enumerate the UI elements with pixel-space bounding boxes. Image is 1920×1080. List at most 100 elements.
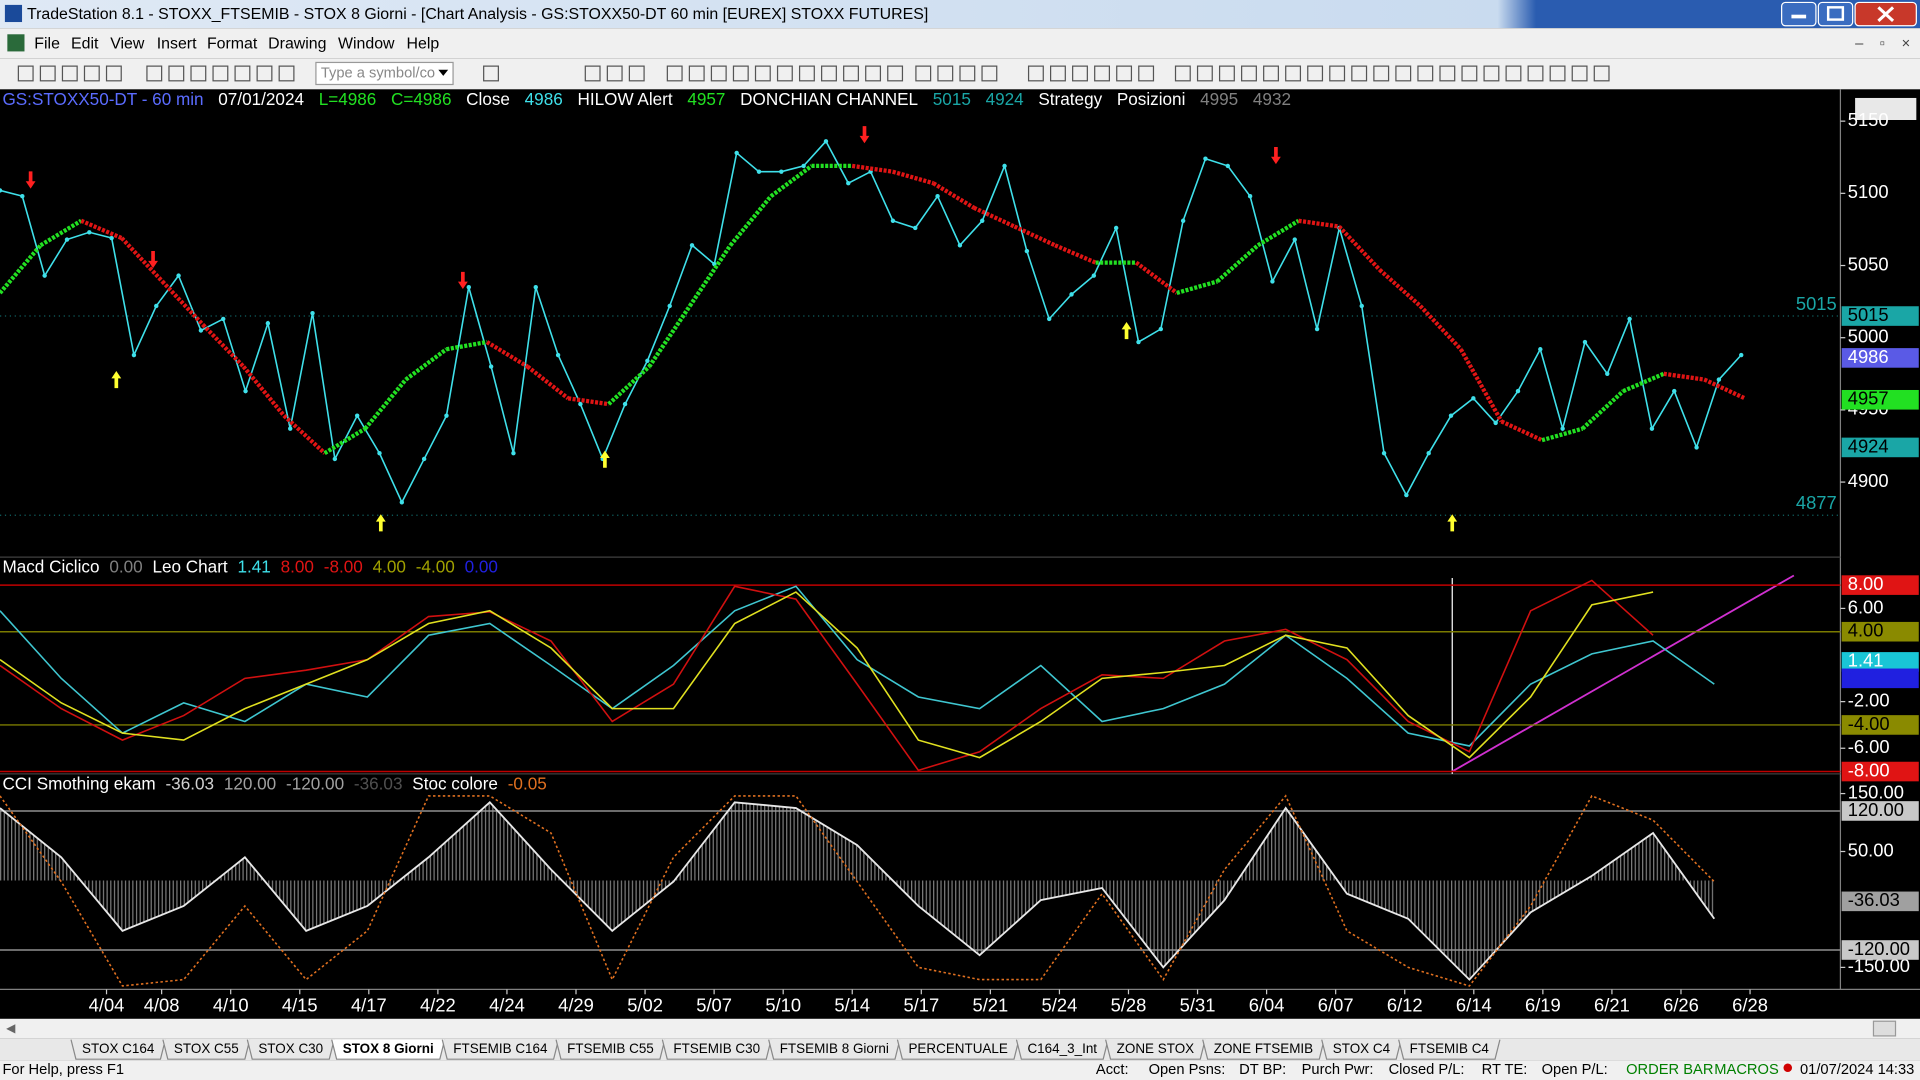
price-dot	[1694, 445, 1699, 450]
tool-icon[interactable]	[1285, 65, 1302, 82]
tool-icon[interactable]	[83, 65, 100, 82]
tab[interactable]	[1398, 1039, 1501, 1060]
mdi-restore[interactable]: ▫	[1880, 36, 1885, 52]
menu-item[interactable]: Insert	[157, 35, 197, 52]
tool-icon[interactable]	[754, 65, 771, 82]
tab[interactable]	[555, 1039, 666, 1060]
tool-icon[interactable]	[710, 65, 727, 82]
tool-icon[interactable]	[1593, 65, 1610, 82]
tool-icon[interactable]	[981, 65, 998, 82]
symbol-dropdown[interactable]	[438, 69, 449, 76]
tool-icon[interactable]	[39, 65, 56, 82]
tool-icon[interactable]	[1483, 65, 1500, 82]
tab[interactable]	[246, 1039, 335, 1060]
tool-icon[interactable]	[1417, 65, 1434, 82]
tool-icon[interactable]	[146, 65, 163, 82]
average-segment	[526, 364, 570, 401]
tab[interactable]	[896, 1039, 1020, 1060]
average-segment	[39, 218, 83, 248]
tool-icon[interactable]	[1027, 65, 1044, 82]
tool-icon[interactable]	[1395, 65, 1412, 82]
menu-item[interactable]: File	[34, 35, 60, 52]
tool-icon[interactable]	[212, 65, 229, 82]
tool-icon[interactable]	[1505, 65, 1522, 82]
average-segment	[728, 194, 773, 247]
tab[interactable]	[768, 1039, 901, 1060]
tool-icon[interactable]	[1241, 65, 1257, 82]
buy-arrow	[600, 450, 610, 468]
mdi-minimize[interactable]: –	[1855, 36, 1864, 52]
tool-icon[interactable]	[887, 65, 904, 82]
tool-icon[interactable]	[105, 65, 122, 82]
tool-icon[interactable]	[584, 65, 601, 82]
tool-icon[interactable]	[278, 65, 295, 82]
tool-icon[interactable]	[61, 65, 78, 82]
tool-icon[interactable]	[1549, 65, 1566, 82]
tool-icon[interactable]	[732, 65, 749, 82]
tool-icon[interactable]	[1373, 65, 1390, 82]
tool-icon[interactable]	[915, 65, 932, 82]
tool-icon[interactable]	[606, 65, 623, 82]
tab[interactable]	[1321, 1039, 1402, 1060]
tab[interactable]	[1202, 1039, 1325, 1060]
tab[interactable]	[661, 1039, 772, 1060]
tab[interactable]	[70, 1039, 166, 1060]
tab[interactable]	[331, 1039, 446, 1060]
price-dot	[555, 352, 561, 358]
average-segment	[0, 243, 43, 295]
scroll-left[interactable]: ◀	[6, 1021, 16, 1035]
tool-icon[interactable]	[1094, 65, 1110, 82]
tool-icon[interactable]	[959, 65, 976, 82]
tool-icon[interactable]	[688, 65, 705, 82]
tool-icon[interactable]	[821, 65, 837, 82]
tab[interactable]	[441, 1039, 560, 1060]
tool-icon[interactable]	[1196, 65, 1213, 82]
tool-icon[interactable]	[1439, 65, 1456, 82]
tool-icon[interactable]	[1050, 65, 1066, 82]
menu-item[interactable]: Drawing	[268, 35, 326, 52]
tool-icon[interactable]	[628, 65, 645, 82]
tool-icon[interactable]	[1571, 65, 1588, 82]
symbol-box[interactable]	[315, 61, 454, 86]
tool-icon[interactable]	[776, 65, 793, 82]
tool-icon[interactable]	[798, 65, 815, 82]
price-dot	[1649, 426, 1655, 431]
tool-icon[interactable]	[1351, 65, 1368, 82]
tool-icon[interactable]	[17, 65, 34, 82]
menu-item[interactable]: Format	[207, 35, 258, 52]
tool-icon[interactable]	[483, 65, 499, 82]
scrollbar[interactable]	[0, 1018, 1920, 1039]
tool-icon[interactable]	[1461, 65, 1478, 82]
tool-icon[interactable]	[937, 65, 954, 82]
price-dot	[265, 321, 271, 326]
tool-icon[interactable]	[1307, 65, 1324, 82]
maximize-button[interactable]	[1817, 1, 1854, 27]
scroll-thumb[interactable]	[1872, 1020, 1897, 1037]
tab[interactable]	[1015, 1039, 1109, 1060]
pane-buttons[interactable]	[1855, 97, 1917, 120]
tool-icon[interactable]	[1116, 65, 1133, 82]
tool-icon[interactable]	[190, 65, 207, 82]
menu-item[interactable]: Edit	[71, 35, 99, 52]
tool-icon[interactable]	[843, 65, 859, 82]
tool-icon[interactable]	[865, 65, 882, 82]
tool-icon[interactable]	[168, 65, 185, 82]
tool-icon[interactable]	[256, 65, 273, 82]
tab[interactable]	[162, 1039, 251, 1060]
tool-icon[interactable]	[1527, 65, 1544, 82]
mdi-close[interactable]: ×	[1902, 36, 1911, 52]
minimize-button[interactable]	[1781, 1, 1817, 27]
tool-icon[interactable]	[666, 65, 683, 82]
tool-icon[interactable]	[1138, 65, 1155, 82]
menu-item[interactable]: Window	[338, 35, 395, 52]
menu-item[interactable]: View	[110, 35, 145, 52]
tool-icon[interactable]	[1072, 65, 1088, 82]
tool-icon[interactable]	[1218, 65, 1235, 82]
tool-icon[interactable]	[234, 65, 251, 82]
tool-icon[interactable]	[1263, 65, 1279, 82]
tool-icon[interactable]	[1329, 65, 1346, 82]
menu-item[interactable]: Help	[407, 35, 440, 52]
tab[interactable]	[1105, 1039, 1206, 1060]
tool-icon[interactable]	[1174, 65, 1191, 82]
